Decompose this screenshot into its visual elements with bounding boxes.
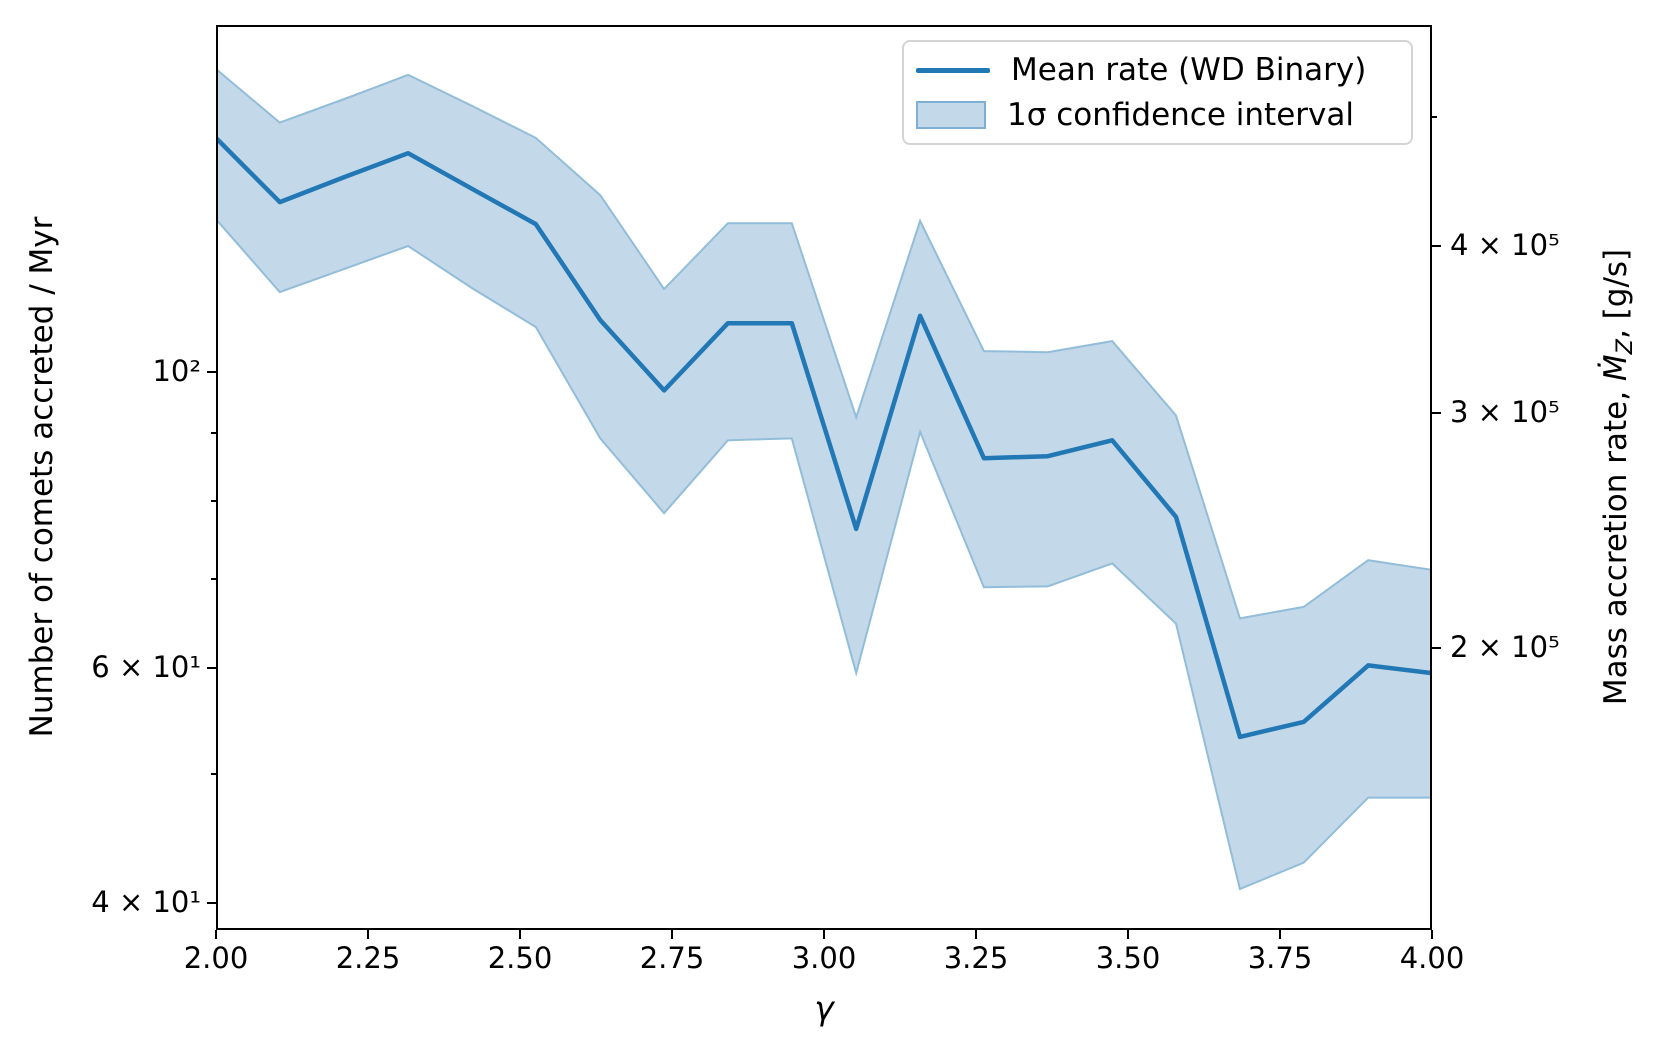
y-tick-label-right: 4 × 10⁵ [1450, 228, 1560, 262]
confidence-band-swatch-icon [916, 100, 986, 129]
x-tick-label: 3.50 [1095, 941, 1161, 975]
x-axis-label: γ [814, 988, 834, 1028]
y-minor-tick-left [211, 432, 216, 434]
x-tick [367, 930, 369, 939]
legend-row-band: 1σ confidence interval [916, 97, 1399, 133]
x-tick [823, 930, 825, 939]
y-minor-tick-right [1432, 116, 1437, 118]
mdot-symbol: Ṁ [1598, 354, 1635, 382]
legend-row-mean: Mean rate (WD Binary) [916, 52, 1399, 88]
y-axis-label-right: Mass accretion rate, ṀZ, [g/s] [1598, 249, 1638, 705]
x-tick [519, 930, 521, 939]
x-tick-label: 3.00 [791, 941, 857, 975]
x-tick-label: 2.50 [487, 941, 553, 975]
x-tick-label: 3.75 [1247, 941, 1313, 975]
x-tick [1279, 930, 1281, 939]
mdot-subscript: Z [1611, 339, 1638, 355]
mean-rate-line [216, 135, 1432, 740]
legend: Mean rate (WD Binary) 1σ confidence inte… [902, 40, 1413, 145]
y-tick-right [1432, 412, 1441, 414]
y-tick-left [207, 371, 216, 373]
y-tick-right [1432, 647, 1441, 649]
y-minor-tick-left [211, 773, 216, 775]
confidence-band [216, 67, 1432, 891]
mean-line-swatch-icon [916, 67, 990, 73]
x-tick-label: 3.25 [943, 941, 1009, 975]
x-tick [1431, 930, 1433, 939]
x-tick [215, 930, 217, 939]
y-tick-label-left: 6 × 10¹ [91, 650, 201, 684]
plot-border [216, 25, 1432, 930]
x-tick [1127, 930, 1129, 939]
y-tick-label-right: 3 × 10⁵ [1450, 395, 1560, 429]
x-tick-label: 2.75 [639, 941, 705, 975]
y-minor-tick-left [211, 500, 216, 502]
y-tick-label-right: 2 × 10⁵ [1450, 630, 1560, 664]
y-tick-right [1432, 245, 1441, 247]
x-tick [671, 930, 673, 939]
y-tick-label-left: 4 × 10¹ [91, 885, 201, 919]
y-tick-left [207, 902, 216, 904]
x-tick-label: 2.00 [183, 941, 249, 975]
y-tick-label-left: 10² [152, 354, 201, 388]
x-tick-label: 4.00 [1399, 941, 1465, 975]
y-axis-label-right-suffix: , [g/s] [1598, 248, 1635, 340]
y-minor-tick-left [211, 578, 216, 580]
x-tick-label: 2.25 [335, 941, 401, 975]
legend-label-mean: Mean rate (WD Binary) [1011, 52, 1367, 89]
legend-label-band: 1σ confidence interval [1007, 96, 1354, 133]
plot-area [216, 25, 1432, 930]
y-axis-label-left: Number of comets accreted / Myr [24, 216, 60, 738]
y-tick-left [207, 667, 216, 669]
y-axis-label-right-prefix: Mass accretion rate, [1598, 381, 1635, 706]
x-tick [975, 930, 977, 939]
